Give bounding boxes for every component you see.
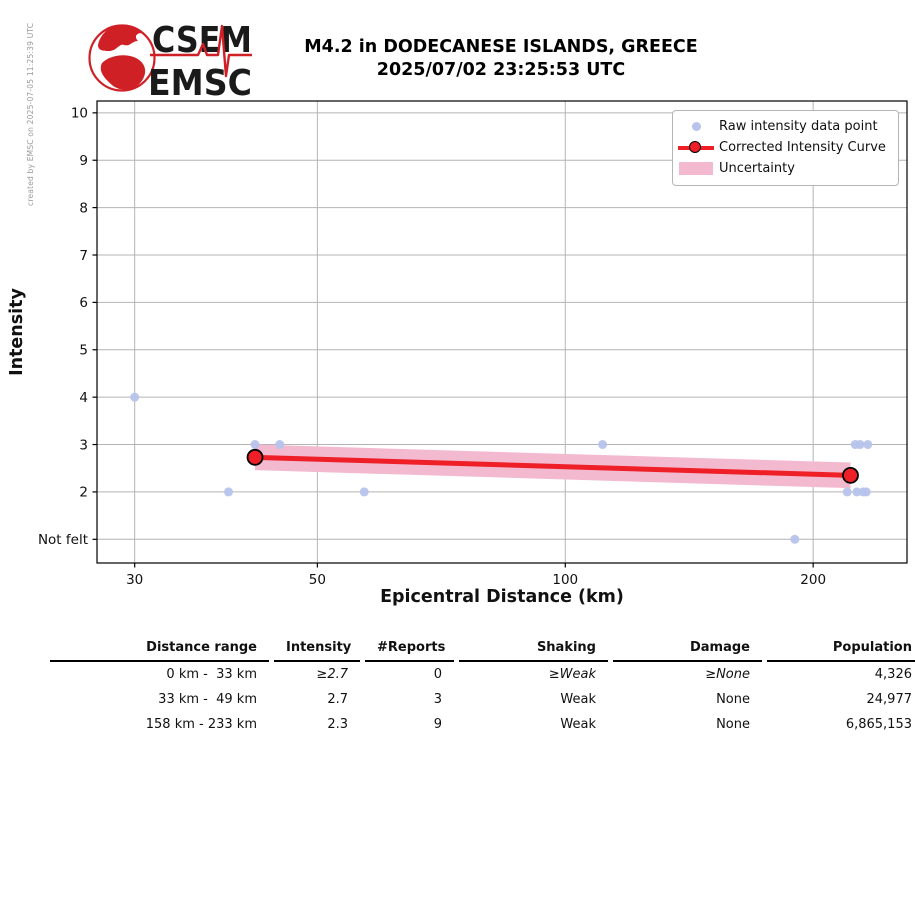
x-tick-label: 50: [309, 572, 326, 588]
curve-endpoint-marker: [842, 466, 859, 484]
legend-item-uncertainty: Uncertainty: [673, 158, 898, 179]
raw-intensity-point: [359, 487, 369, 497]
table-cell: None: [716, 692, 750, 707]
col-header-reports: #Reports: [365, 637, 454, 662]
table-row: 158 km - 233 km2.39WeakNone6,865,153İzmi…: [50, 712, 915, 737]
col-header-intensity: Intensity: [274, 637, 360, 662]
intensity-summary-table: Distance range Intensity #Reports Shakin…: [45, 637, 915, 737]
x-axis-label: Epicentral Distance (km): [380, 587, 624, 607]
table-cell: 6,865,153: [845, 717, 912, 732]
y-tick-label: 2: [79, 485, 88, 501]
table-header-row: Distance range Intensity #Reports Shakin…: [50, 637, 915, 662]
y-tick-label: 6: [79, 295, 88, 311]
header: M4.2 in DODECANESE ISLANDS, GREECE 2025/…: [240, 36, 762, 82]
legend-label: Uncertainty: [719, 161, 795, 176]
y-tick-label: 8: [79, 200, 88, 216]
raw-point-swatch-icon: [673, 122, 719, 131]
table-cell: ≥None: [705, 667, 750, 682]
plot-border: [96, 100, 908, 564]
col-header-shaking: Shaking: [459, 637, 608, 662]
table-cell: 0: [433, 667, 442, 682]
raw-intensity-point: [224, 487, 234, 497]
col-header-damage: Damage: [613, 637, 762, 662]
emsc-logo: CSEM EMSC: [88, 20, 252, 104]
col-header-population: Population: [767, 637, 915, 662]
table-cell: 4,326: [874, 667, 912, 682]
legend-label: Raw intensity data point: [719, 119, 878, 134]
y-tick-label: 9: [79, 153, 88, 169]
raw-intensity-point: [790, 534, 800, 544]
col-header-distance: Distance range: [50, 637, 269, 662]
corrected-intensity-curve: [254, 454, 851, 478]
seismogram-icon: [150, 24, 252, 78]
y-tick-label: 10: [71, 106, 88, 122]
page-title: M4.2 in DODECANESE ISLANDS, GREECE: [304, 37, 698, 57]
raw-intensity-point: [275, 440, 285, 450]
raw-intensity-point: [250, 440, 260, 450]
chart-legend: Raw intensity data point Corrected Inten…: [672, 110, 899, 186]
curve-swatch-icon: [673, 140, 719, 155]
raw-intensity-point: [130, 392, 140, 402]
table-cell: Weak: [560, 717, 596, 732]
table-cell: 0 km - 33 km: [158, 667, 257, 682]
globe-landmass-europe: [98, 24, 142, 51]
table-cell: ≥Weak: [548, 667, 596, 682]
y-tick-label: 4: [79, 390, 88, 406]
table-cell: None: [716, 717, 750, 732]
globe-landmass-north: [116, 26, 134, 32]
legend-item-raw: Raw intensity data point: [673, 116, 898, 137]
legend-label: Corrected Intensity Curve: [719, 140, 886, 155]
x-tick-label: 200: [800, 572, 826, 588]
table-cell: 2.3: [327, 717, 348, 732]
globe-landmass-africa: [100, 55, 146, 90]
uncertainty-swatch-icon: [673, 162, 719, 175]
curve-endpoint-marker: [246, 448, 264, 466]
table-cell: 33 km - 49 km: [154, 692, 257, 707]
table-cell: 2.7: [327, 692, 348, 707]
raw-intensity-point: [863, 440, 873, 450]
y-tick-label: Not felt: [38, 532, 88, 548]
x-tick-label: 30: [126, 572, 143, 588]
table-cell: ≥2.7: [316, 667, 348, 682]
raw-intensity-point: [861, 487, 871, 497]
raw-intensity-point: [855, 440, 865, 450]
legend-item-curve: Corrected Intensity Curve: [673, 137, 898, 158]
table-cell: 3: [433, 692, 442, 707]
raw-intensity-point: [842, 487, 852, 497]
intensity-chart: 30 50 100 200 Not felt 2 3 4 5 6 7 8 9 10 Epicentral D…: [7, 100, 908, 607]
raw-intensity-point: [852, 487, 862, 497]
table-cell: 24,977: [866, 692, 913, 707]
y-tick-label: 7: [79, 248, 88, 264]
table-cell: Weak: [560, 692, 596, 707]
y-tick-label: 5: [79, 343, 88, 359]
page-subtitle: 2025/07/02 23:25:53 UTC: [376, 60, 626, 80]
emsc-globe-icon: [88, 24, 156, 92]
y-tick-label: 3: [79, 437, 88, 453]
table-cell: 158 km - 233 km: [145, 717, 257, 732]
table-cell: 9: [433, 717, 442, 732]
raw-intensity-point: [598, 440, 608, 450]
x-tick-label: 100: [552, 572, 578, 588]
y-axis-label: Intensity: [7, 287, 27, 375]
logo-line2: EMSC: [148, 63, 252, 104]
